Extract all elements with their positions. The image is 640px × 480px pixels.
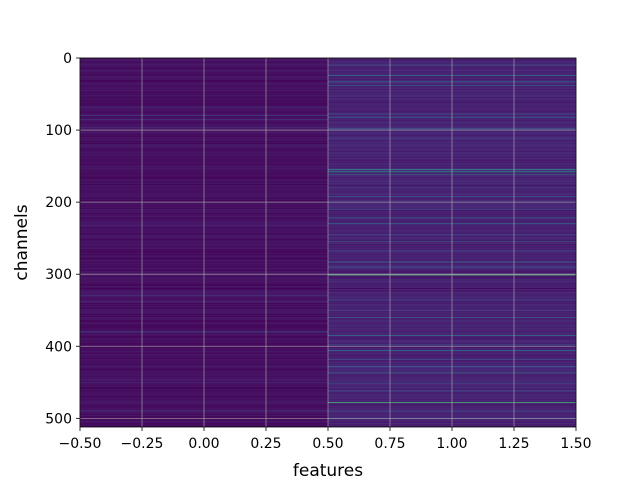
x-tick-label: 1.50 <box>560 436 591 452</box>
x-axis-label: features <box>293 461 363 480</box>
x-tick-label: −0.50 <box>59 436 102 452</box>
y-tick-label: 0 <box>63 51 72 67</box>
x-tick-label: 0.25 <box>250 436 281 452</box>
plot-area <box>79 57 577 428</box>
x-tick-label: 0.00 <box>188 436 219 452</box>
y-tick-label: 100 <box>45 123 72 139</box>
y-tick-label: 500 <box>45 411 72 427</box>
y-axis-label: channels <box>12 204 32 280</box>
x-tick-label: −0.25 <box>121 436 164 452</box>
y-axis-ticks: 0 100 200 300 400 500 <box>45 51 80 427</box>
x-tick-label: 1.00 <box>436 436 467 452</box>
x-tick-label: 1.25 <box>498 436 529 452</box>
x-tick-label: 0.50 <box>312 436 343 452</box>
x-tick-label: 0.75 <box>374 436 405 452</box>
y-tick-label: 300 <box>45 267 72 283</box>
y-tick-label: 200 <box>45 195 72 211</box>
y-tick-label: 400 <box>45 339 72 355</box>
x-axis-ticks: −0.50 −0.25 0.00 0.25 0.50 0.75 1.00 1.25 1.50 <box>59 427 592 452</box>
